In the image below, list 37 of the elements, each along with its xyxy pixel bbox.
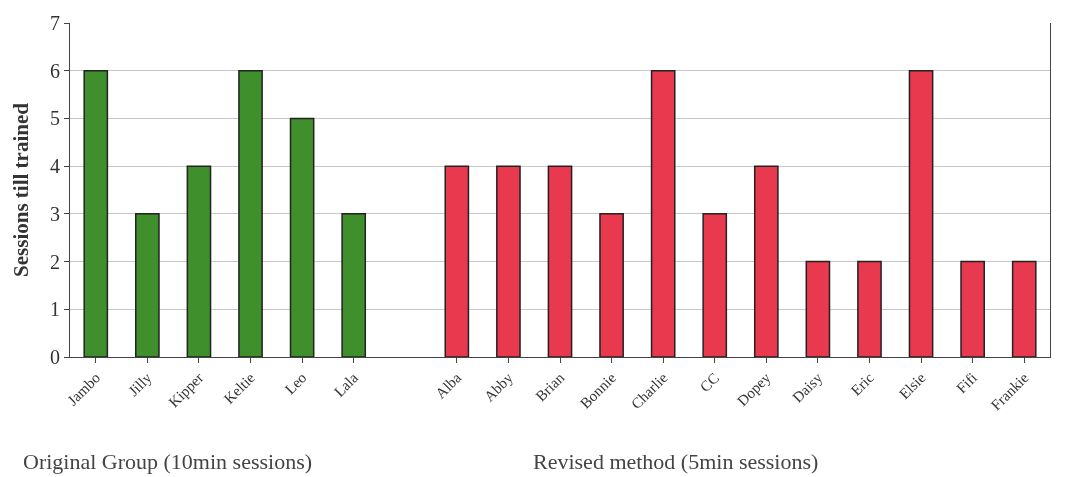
bar	[857, 260, 882, 357]
y-tick-label: 1	[50, 298, 60, 321]
bar	[444, 165, 470, 357]
bar	[1011, 260, 1037, 357]
bar	[135, 213, 160, 357]
y-tick-label: 3	[50, 202, 60, 225]
bar	[289, 117, 315, 357]
bar	[702, 213, 728, 357]
bar	[805, 260, 831, 357]
x-tick-label: Alba	[432, 369, 465, 402]
bar	[547, 165, 573, 357]
bar	[908, 69, 934, 357]
y-tick-label: 5	[50, 107, 60, 130]
bar	[753, 165, 779, 357]
x-tick-label: Lala	[330, 369, 362, 400]
bar	[83, 69, 109, 357]
x-tick-label: Leo	[281, 369, 310, 398]
y-axis-title: Sessions till trained	[9, 102, 34, 277]
bar	[341, 213, 367, 357]
bar	[238, 69, 263, 357]
y-tick-label: 0	[50, 346, 60, 368]
bar	[496, 165, 521, 357]
bar	[599, 213, 624, 357]
bar	[186, 165, 212, 357]
y-tick-label: 7	[50, 12, 60, 34]
bar	[960, 260, 985, 357]
x-tick-label: Jilly	[125, 369, 156, 400]
y-tick-label: 4	[50, 155, 60, 178]
x-tick-label: Eric	[847, 369, 878, 399]
text: Original Group (10min sessions)	[23, 449, 313, 474]
x-tick-label: Elsie	[895, 369, 929, 403]
bar	[650, 69, 676, 357]
text: Revised method (5min sessions)	[533, 449, 819, 474]
x-tick-label: CC	[696, 369, 723, 396]
y-tick-label: 2	[50, 250, 60, 273]
y-tick-label: 6	[50, 59, 60, 82]
x-tick-label: Fifi	[953, 369, 981, 397]
